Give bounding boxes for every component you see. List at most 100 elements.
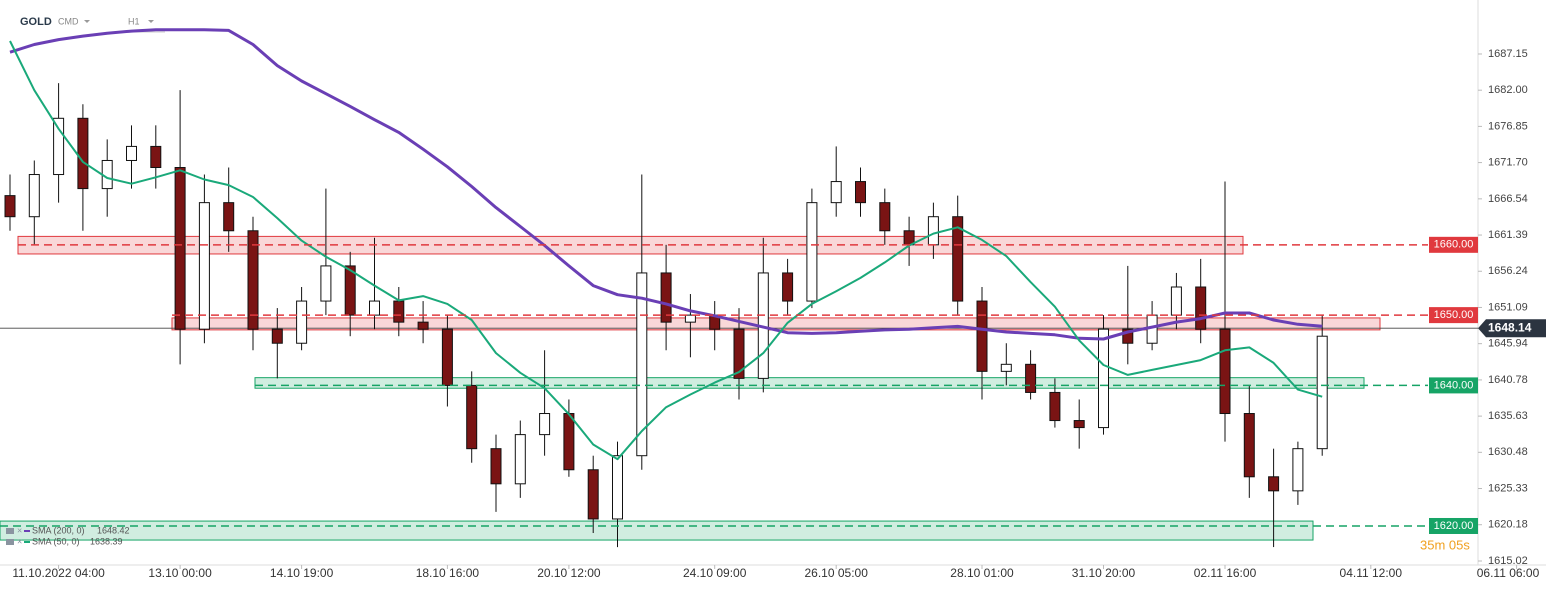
y-tick-label: 1661.39 (1488, 229, 1528, 241)
y-tick-label: 1640.78 (1488, 374, 1528, 386)
candle-body (417, 321, 429, 330)
x-tick-label: 04.11 12:00 (1340, 566, 1403, 580)
y-tick-label: 1656.24 (1488, 265, 1528, 277)
candle-body (198, 202, 210, 330)
legend-name: SMA (200, 0) (32, 525, 85, 535)
candle-body (77, 117, 89, 190)
legend-value: 1638.39 (90, 536, 123, 546)
candle-body (855, 181, 866, 204)
zone (254, 377, 1365, 389)
level-tag (1429, 517, 1478, 534)
candle-body (782, 272, 794, 302)
price-tag (1478, 319, 1546, 338)
x-tick-label: 06.11 06:00 (1477, 566, 1540, 580)
candle-body (1170, 286, 1182, 316)
legend-icon (6, 539, 14, 545)
candle-body (344, 265, 356, 316)
candle-body (4, 195, 16, 218)
candle-body (247, 230, 259, 330)
candle-body (150, 145, 162, 169)
level-tag (1429, 307, 1478, 324)
x-tick-label: 11.10.2022 04:00 (12, 566, 105, 580)
level-tag-label: 1640.00 (1434, 379, 1474, 391)
candle-body (684, 314, 696, 323)
y-tick-label: 1630.48 (1488, 446, 1528, 458)
x-tick-label: 26.10 05:00 (804, 566, 868, 580)
candle-body (53, 117, 65, 176)
candle-body (952, 216, 964, 302)
candle-body (733, 328, 745, 379)
sma-line (9, 28, 1323, 341)
candle-body (1219, 328, 1231, 415)
candle-body (271, 328, 283, 344)
candle-body (296, 300, 308, 344)
candle-body (976, 300, 988, 372)
x-tick-label: 28.10 01:00 (950, 566, 1014, 580)
y-tick-label: 1635.63 (1488, 410, 1528, 422)
interval[interactable]: H1 (128, 16, 140, 26)
candle-body (879, 202, 891, 232)
candle-body (927, 216, 939, 246)
candle-body (1049, 391, 1061, 422)
level-tag-label: 1620.00 (1434, 520, 1474, 532)
sma-line (9, 40, 1323, 461)
candle-body (1098, 328, 1109, 429)
candle-body (830, 181, 842, 204)
candle-body (539, 413, 551, 436)
candle-body (174, 167, 186, 330)
candle-body (490, 448, 502, 485)
legend-name: SMA (50, 0) (32, 536, 80, 546)
candle-body (660, 272, 672, 323)
candle-body (1025, 363, 1037, 393)
candle-body (587, 469, 599, 520)
candle-body (1073, 420, 1085, 429)
candle-body (612, 455, 623, 520)
candle-body (223, 202, 235, 232)
candle-body (806, 202, 818, 302)
candle-body (1000, 363, 1012, 372)
candle-body (28, 174, 40, 218)
candle-body (1243, 413, 1255, 478)
y-tick-label: 1625.33 (1488, 482, 1528, 494)
x-tick-label: 14.10 19:00 (270, 566, 334, 580)
candle-body (1122, 328, 1134, 344)
price-tag-label: 1648.14 (1488, 320, 1532, 334)
candle-body (320, 265, 332, 302)
y-tick-label: 1671.70 (1488, 156, 1528, 168)
y-tick-label: 1687.15 (1488, 48, 1528, 60)
instrument-type[interactable]: CMD (58, 16, 79, 26)
candle-body (636, 272, 648, 457)
candle-body (393, 300, 405, 323)
legend-icon (6, 528, 14, 534)
level-tag-label: 1660.00 (1434, 239, 1474, 251)
candle-body (514, 434, 526, 485)
x-tick-label: 31.10 20:00 (1072, 566, 1136, 580)
candle-body (441, 328, 453, 386)
x-tick-label: 20.10 12:00 (537, 566, 601, 580)
candle-body (1316, 335, 1328, 450)
symbol[interactable]: GOLD (20, 16, 52, 28)
x-tick-label: 24.10 09:00 (683, 566, 747, 580)
candle-body (1268, 476, 1280, 492)
candle-body (369, 300, 380, 316)
legend-close: × (17, 536, 22, 546)
y-tick-label: 1682.00 (1488, 84, 1528, 96)
y-tick-label: 1666.54 (1488, 193, 1528, 205)
candle-body (1195, 286, 1207, 330)
x-tick-label: 02.11 16:00 (1194, 566, 1257, 580)
legend-value: 1648.42 (97, 525, 130, 535)
y-tick-label: 1620.18 (1488, 519, 1528, 531)
x-tick-label: 18.10 16:00 (416, 566, 480, 580)
y-tick-label: 1651.09 (1488, 301, 1528, 313)
x-tick-label: 13.10 00:00 (148, 566, 212, 580)
candle-body (563, 413, 575, 471)
candle-body (1292, 448, 1304, 492)
candle-body (126, 145, 137, 161)
level-tag-label: 1650.00 (1434, 309, 1474, 321)
dropdown-arrow[interactable] (148, 20, 154, 23)
dropdown-arrow[interactable] (84, 20, 90, 23)
zone (0, 520, 1314, 541)
y-tick-label: 1645.94 (1488, 338, 1528, 350)
y-tick-label: 1676.85 (1488, 120, 1528, 132)
